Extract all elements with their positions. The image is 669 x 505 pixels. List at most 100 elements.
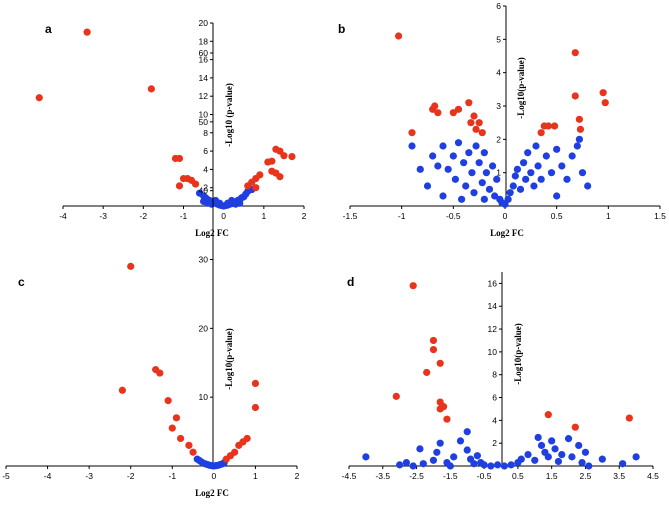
x-tick-label: -3 [99,211,107,221]
nonsignificant-point [216,199,224,207]
significant-point [434,109,442,117]
nonsignificant-point [558,450,566,459]
nonsignificant-point [482,169,490,177]
nonsignificant-point [522,175,530,183]
nonsignificant-point [463,428,471,436]
y-axis-title: -Log10(p-value) [516,57,526,119]
x-tick-label: -1 [180,211,188,221]
y-tick-label: 16 [488,278,498,288]
significant-point [251,379,260,387]
nonsignificant-point [204,199,212,207]
y-tick-label: 10 [488,347,498,357]
nonsignificant-point [419,460,427,468]
x-tick-label: 2.5 [580,471,592,481]
nonsignificant-point [208,462,216,470]
nonsignificant-point [460,159,468,167]
nonsignificant-point [224,199,232,207]
nonsignificant-point [462,182,470,190]
nonsignificant-point [534,162,542,170]
significant-point [571,92,579,100]
nonsignificant-point [446,462,454,470]
nonsignificant-point [553,192,561,200]
nonsignificant-point [558,162,566,170]
nonsignificant-point [458,195,466,203]
x-tick-label: -4 [44,471,52,481]
nonsignificant-point [527,169,535,177]
nonsignificant-point [451,175,459,183]
x-axis-title: Log2 FC [490,228,524,238]
nonsignificant-point [463,446,471,454]
nonsignificant-point [632,453,640,461]
x-tick-label: -2.5 [409,471,424,481]
nonsignificant-point [537,175,545,183]
y-tick-label: 10 [199,392,209,402]
y-tick-label: 2 [492,438,497,448]
x-axis-title: Log2 FC [195,228,229,238]
nonsignificant-point [465,149,473,157]
significant-point [222,455,230,463]
nonsignificant-point [478,179,486,187]
nonsignificant-point [530,182,538,190]
nonsignificant-point [542,152,550,160]
nonsignificant-point [402,458,411,467]
y-tick-label: 6 [496,1,501,11]
x-tick-label: 0 [503,211,508,221]
y-tick-label: 8 [492,370,497,380]
nonsignificant-point [584,182,592,190]
panel-d: d -4.5 -3.5 -2.5 -1.5 -0.5 0.5 1.5 2.5 3.5 4.5 2 4 6 8… [342,272,659,481]
x-tick-label: -0.5 [446,211,461,221]
y-tick-label: 5 [496,34,501,44]
x-axis-title: Log2 FC [195,488,229,498]
y-axis-title: -Log10(p-value) [224,328,234,390]
nonsignificant-point [578,458,586,467]
nonsignificant-point [534,433,542,442]
y-tick-label: 6 [203,146,208,156]
nonsignificant-point [236,199,244,207]
x-tick-label: 0.5 [551,211,563,221]
significant-point [544,122,553,130]
nonsignificant-point [598,455,606,463]
nonsignificant-point [585,462,593,470]
significant-point [168,424,176,432]
significant-point [475,119,483,127]
x-tick-label: -0.5 [477,471,492,481]
significant-point [243,434,251,443]
significant-point [478,129,486,137]
y-tick-label: 40 [199,186,209,196]
y-tick-label: 18 [199,36,209,46]
significant-point [470,112,478,120]
nonsignificant-point [475,159,483,167]
x-tick-label: -1 [398,211,406,221]
nonsignificant-point [433,448,441,456]
nonsignificant-point [429,456,438,464]
y-tick-label: 8 [203,128,208,138]
x-tick-label: 1 [606,211,611,221]
y-tick-label: 3 [496,101,501,111]
nonsignificant-point [575,441,583,450]
y-tick-label: 12 [488,324,498,334]
significant-point [465,99,473,107]
panel-letter: a [45,22,52,36]
x-tick-label: -1.5 [443,471,458,481]
significant-point [252,184,260,192]
x-tick-label: 2 [302,211,307,221]
nonsignificant-point [568,453,576,461]
nonsignificant-point [575,135,584,143]
nonsignificant-point [439,192,447,200]
y-tick-label: 4 [203,164,208,174]
nonsignificant-point [547,169,556,177]
significant-point [175,154,184,163]
nonsignificant-point [416,445,424,453]
significant-point [156,369,164,377]
y-tick-label: 20 [199,323,209,333]
nonsignificant-point [494,461,502,469]
significant-point [443,415,451,423]
nonsignificant-point [472,142,480,150]
significant-point [599,89,607,97]
significant-point [472,125,480,133]
x-tick-label: -1 [169,471,177,481]
significant-point [571,49,579,57]
nonsignificant-point [507,461,515,469]
nonsignificant-point [493,175,501,183]
